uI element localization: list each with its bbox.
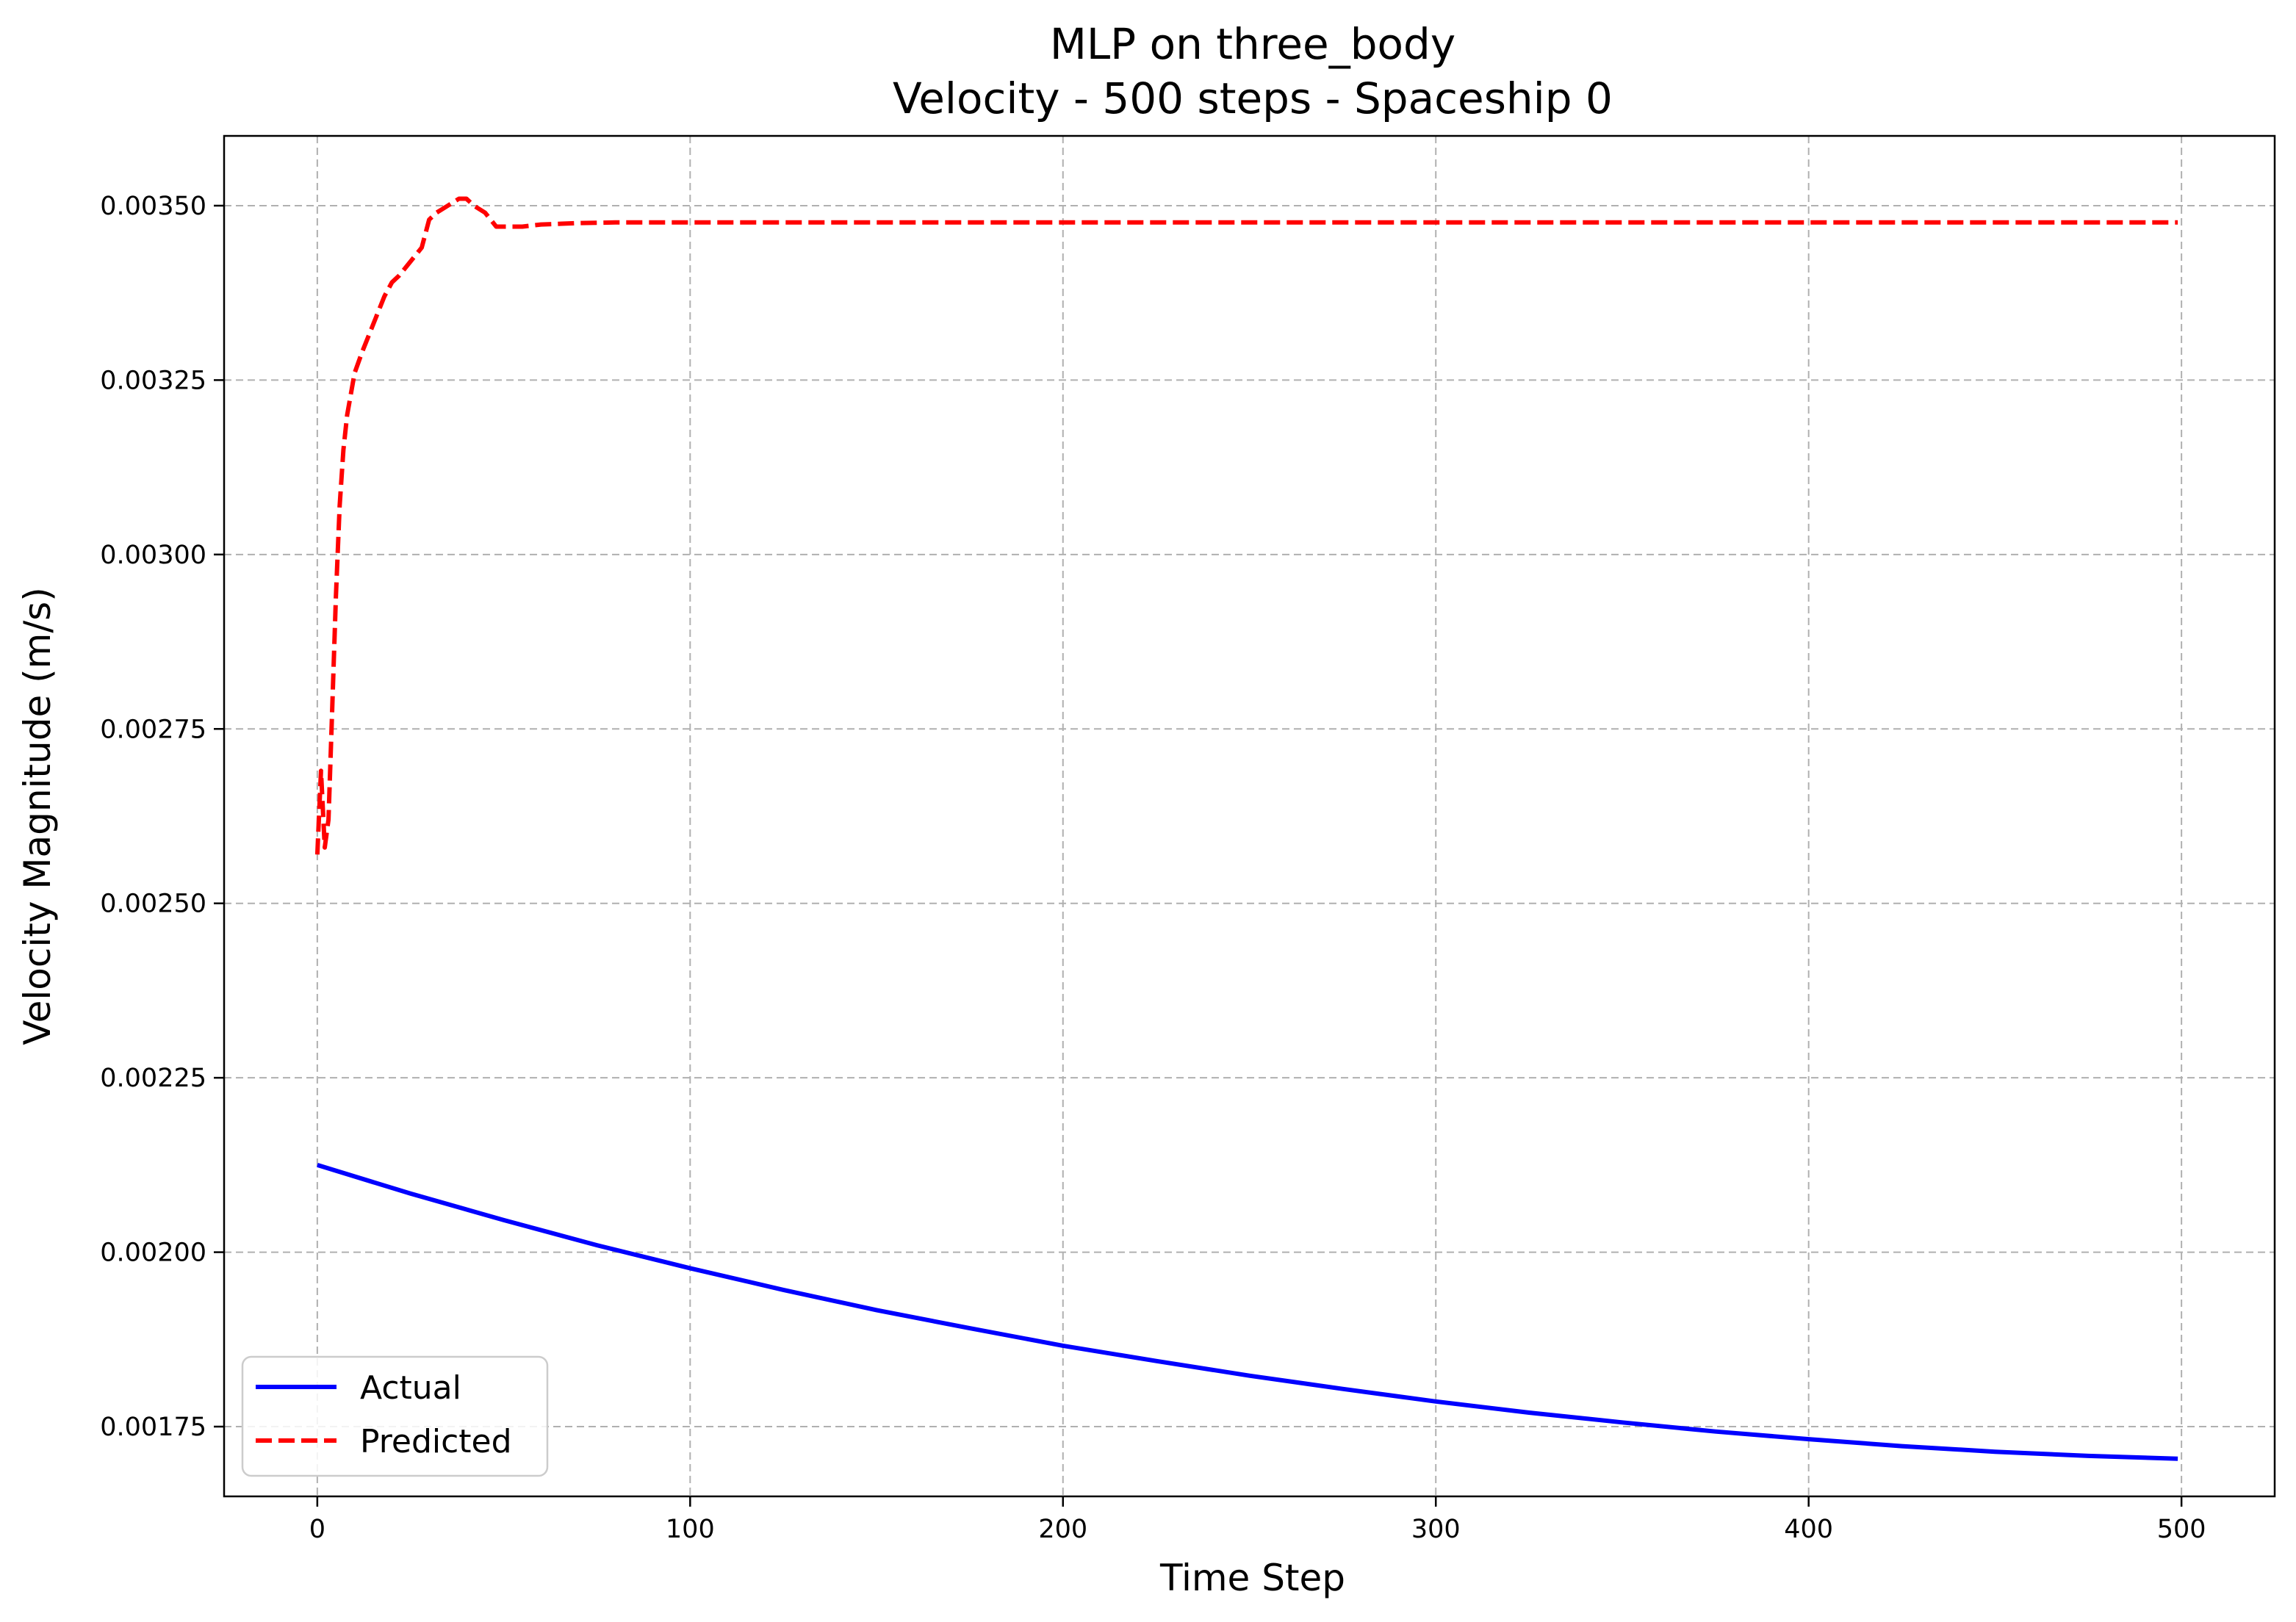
y-tick-label: 0.00300 <box>100 541 206 570</box>
y-axis-ticks: 0.00175 0.00200 0.00225 0.00250 0.00275 0.003… <box>100 192 224 1442</box>
y-tick-label: 0.00250 <box>100 890 206 919</box>
x-tick-label: 200 <box>1038 1515 1087 1544</box>
grid <box>224 136 2275 1496</box>
x-tick-label: 500 <box>2157 1515 2206 1544</box>
series-layer <box>314 196 2178 1461</box>
y-tick-label: 0.00200 <box>100 1239 206 1268</box>
y-tick-label: 0.00350 <box>100 192 206 221</box>
legend-predicted-label: Predicted <box>360 1423 512 1460</box>
y-tick-label: 0.00225 <box>100 1064 206 1093</box>
legend-actual-label: Actual <box>360 1369 461 1407</box>
x-tick-label: 300 <box>1411 1515 1461 1544</box>
y-tick-label: 0.00175 <box>100 1413 206 1442</box>
y-tick-label: 0.00275 <box>100 715 206 744</box>
y-tick-label: 0.00325 <box>100 366 206 395</box>
chart-title: MLP on three_body <box>1050 19 1455 69</box>
chart-subtitle: Velocity - 500 steps - Spaceship 0 <box>893 73 1613 123</box>
legend: Actual Predicted <box>241 1355 549 1477</box>
x-tick-label: 100 <box>666 1515 715 1544</box>
x-axis-ticks: 0 100 200 300 400 500 <box>309 1496 2206 1544</box>
x-tick-label: 0 <box>309 1515 325 1544</box>
y-axis-label: Velocity Magnitude (m/s) <box>16 587 59 1045</box>
series-line-actual <box>317 1163 2178 1461</box>
x-axis-label: Time Step <box>1159 1557 1345 1599</box>
series-line-predicted <box>314 196 2178 855</box>
plot-frame <box>223 134 2276 1498</box>
x-tick-label: 400 <box>1784 1515 1833 1544</box>
